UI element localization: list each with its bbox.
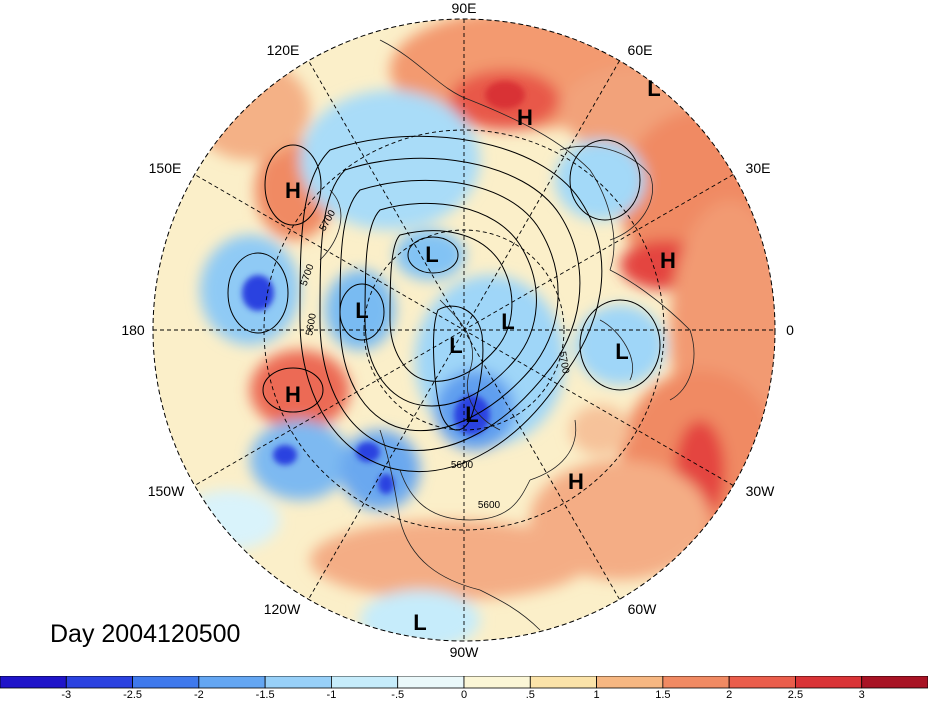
high-pressure-marker: H [568,469,584,494]
longitude-label: 0 [786,322,794,338]
longitude-label: 150W [147,483,185,499]
pressure-centers: H L H L L H L L L L H L H [285,76,676,635]
low-pressure-marker: L [355,298,368,323]
low-pressure-marker: L [501,309,514,334]
colorbar-swatch [795,676,863,689]
longitude-label: 120E [266,42,300,58]
colorbar-tick-label: -1.5 [255,689,275,701]
colorbar-swatch [0,676,67,689]
low-pressure-marker: L [425,242,438,267]
low-pressure-marker: L [465,402,478,427]
colorbar-swatch [463,676,531,689]
colorbar-swatch [198,676,266,689]
longitude-label: 30E [745,160,771,176]
colorbar-swatch [397,676,465,689]
longitude-label: 180 [121,322,145,338]
low-pressure-marker: L [647,76,660,101]
colorbar-tick-label: 0 [460,689,468,701]
colorbar-swatch [331,676,399,689]
colorbar-tick-label: 2 [726,689,733,701]
high-pressure-marker: H [285,382,301,407]
day-label: Day 2004120500 [50,620,241,648]
longitude-label: 90W [449,644,479,660]
longitude-label: 60E [627,42,653,58]
low-pressure-marker: L [449,333,462,358]
colorbar-tick-label: 2.5 [787,689,804,701]
high-pressure-marker: H [660,248,676,273]
high-pressure-marker: H [285,178,301,203]
colorbar-swatch [728,676,796,689]
colorbar [0,676,928,689]
colorbar-tick-label: .5 [525,689,535,701]
colorbar-swatch [861,676,928,689]
contour-value-label: 5700 [556,351,571,375]
colorbar-tick-label: -1 [326,689,337,701]
contour-value-label: 5600 [304,312,319,336]
longitude-label: 60W [627,601,657,617]
longitude-label: 150E [148,160,182,176]
contour-value-label: 5600 [451,460,474,471]
longitude-label: 120W [263,601,301,617]
colorbar-tick-label: -.5 [391,689,405,701]
graticule [153,19,775,641]
colorbar-tick-label: 1 [593,689,600,701]
colorbar-tick-label: 1.5 [655,689,671,701]
colorbar-swatch [596,676,664,689]
colorbar-swatch [132,676,200,689]
colorbar-swatch [65,676,133,689]
colorbar-tick-label: -3 [61,689,72,701]
longitude-label: 90E [451,0,477,16]
colorbar-swatch [662,676,730,689]
colorbar-swatch [529,676,597,689]
colorbar-tick-label: 3 [858,689,865,701]
contour-value-label: 5600 [478,500,501,511]
longitude-label: 30W [745,483,775,499]
colorbar-tick-label: -2 [193,689,204,701]
coastlines [319,39,695,631]
low-pressure-marker: L [615,339,628,364]
colorbar-tick-label: -2.5 [123,689,143,701]
high-pressure-marker: H [517,105,533,130]
colorbar-swatch [264,676,332,689]
low-pressure-marker: L [413,610,426,635]
height-contours [227,135,661,472]
